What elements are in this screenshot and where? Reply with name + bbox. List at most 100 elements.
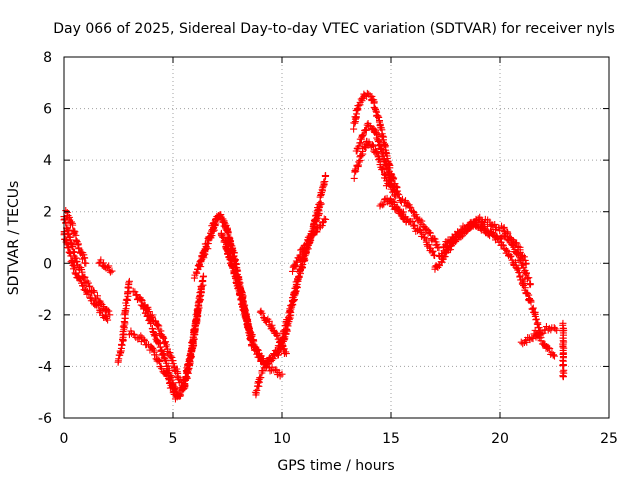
data-point — [517, 255, 525, 263]
data-point — [513, 249, 521, 257]
y-tick-label: -6 — [38, 411, 52, 427]
data-point — [504, 247, 512, 255]
data-point — [534, 321, 542, 329]
data-point — [289, 297, 297, 305]
data-point — [138, 297, 146, 305]
data-point — [200, 272, 208, 280]
data-point — [106, 268, 114, 276]
data-point — [379, 201, 387, 209]
data-point — [372, 147, 380, 155]
data-point — [134, 335, 142, 343]
data-point — [290, 296, 298, 304]
data-point — [522, 269, 530, 277]
data-point — [419, 230, 427, 238]
data-point — [350, 174, 358, 182]
data-point — [357, 139, 365, 147]
data-point — [385, 180, 393, 188]
data-point — [201, 250, 209, 258]
data-point — [167, 352, 175, 360]
data-point — [145, 308, 153, 316]
data-point — [90, 288, 98, 296]
data-point — [527, 298, 535, 306]
data-point — [429, 247, 437, 255]
series-track-28 — [517, 323, 561, 348]
data-point — [522, 259, 530, 267]
data-point — [256, 308, 264, 316]
data-point — [104, 316, 112, 324]
data-point — [212, 220, 220, 228]
data-point — [374, 112, 382, 120]
data-point — [188, 346, 196, 354]
data-point — [125, 277, 133, 285]
data-point — [358, 135, 366, 143]
data-point — [389, 197, 397, 205]
data-point — [503, 246, 511, 254]
data-point — [266, 367, 274, 375]
data-point — [316, 223, 324, 231]
axes: 0 5 10 15 20 25 -6 -4 -2 0 2 4 6 8 — [38, 50, 618, 447]
data-point — [322, 172, 330, 180]
series-track-21 — [382, 179, 443, 252]
x-tick-label: 5 — [169, 431, 178, 447]
data-point — [220, 218, 228, 226]
data-point — [69, 243, 77, 251]
data-point — [129, 287, 137, 295]
data-points — [60, 89, 568, 403]
data-point — [441, 249, 449, 257]
data-point — [177, 392, 185, 400]
data-point — [168, 384, 176, 392]
data-point — [559, 373, 567, 381]
data-point — [164, 362, 172, 370]
data-point — [77, 275, 85, 283]
data-point — [273, 332, 281, 340]
y-tick-label: 4 — [43, 153, 52, 169]
series-track-13 — [251, 354, 277, 399]
data-point — [271, 366, 279, 374]
data-point — [154, 321, 162, 329]
data-point — [84, 279, 92, 287]
series-track-3 — [62, 207, 90, 267]
data-point — [193, 269, 201, 277]
data-point — [193, 314, 201, 322]
series-track-19 — [352, 119, 399, 200]
data-point — [73, 257, 81, 265]
data-point — [358, 152, 366, 160]
data-point — [546, 345, 554, 353]
data-point — [506, 234, 514, 242]
series-track-26 — [439, 213, 535, 289]
data-point — [231, 272, 239, 280]
data-point — [426, 229, 434, 237]
data-point — [98, 307, 106, 315]
data-point — [551, 352, 558, 360]
data-point — [93, 292, 101, 300]
series-track-17 — [289, 215, 330, 275]
data-point — [197, 285, 205, 293]
data-point — [256, 353, 264, 361]
data-point — [257, 374, 265, 382]
data-point — [293, 258, 301, 266]
data-point — [280, 336, 288, 344]
data-point — [187, 351, 195, 359]
series-track-5 — [114, 277, 133, 366]
data-point — [105, 262, 113, 270]
data-point — [292, 282, 300, 290]
data-point — [226, 253, 234, 261]
data-point — [366, 92, 374, 100]
chart-title: Day 066 of 2025, Sidereal Day-to-day VTE… — [53, 21, 615, 37]
data-point — [148, 313, 156, 321]
data-point — [117, 348, 125, 356]
data-point — [377, 144, 385, 152]
data-point — [85, 290, 93, 298]
data-point — [313, 228, 321, 236]
data-point — [140, 335, 148, 343]
data-point — [474, 215, 482, 223]
data-point — [355, 102, 363, 110]
data-point — [125, 279, 133, 287]
data-point — [438, 258, 446, 266]
data-point — [560, 366, 568, 374]
data-point — [190, 335, 198, 343]
series-track-2 — [60, 228, 112, 324]
data-point — [282, 330, 290, 338]
x-axis-label: GPS time / hours — [277, 458, 394, 474]
data-point — [105, 307, 113, 315]
